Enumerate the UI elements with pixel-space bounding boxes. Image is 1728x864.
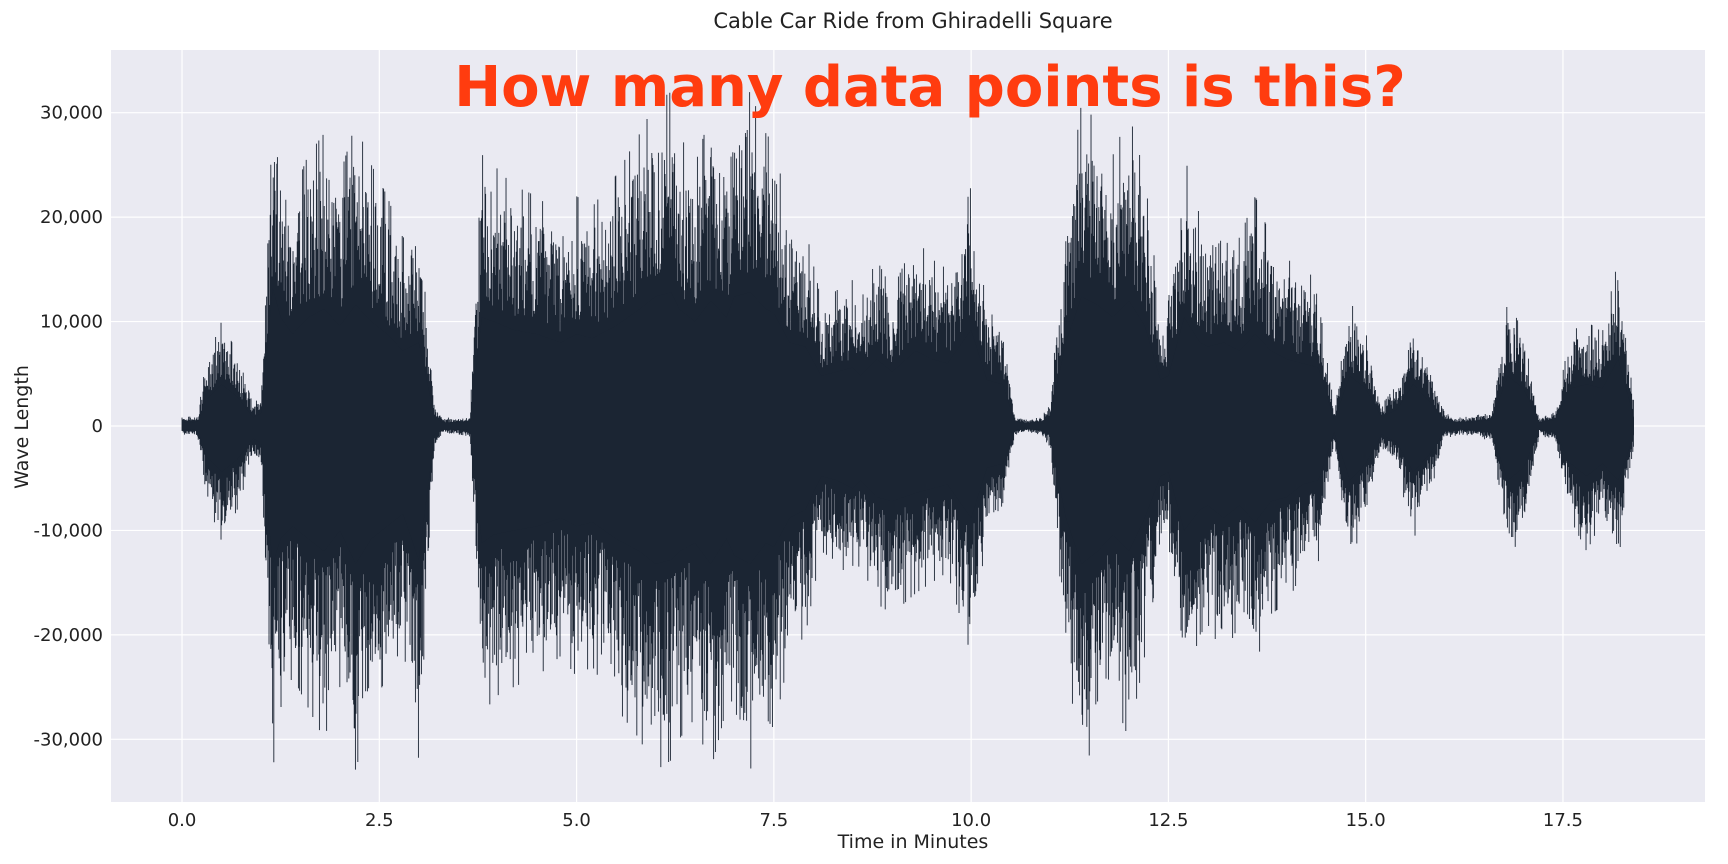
series-layer [181,92,1634,770]
y-ticks: 30,000 20,000 10,000 0 -10,000 -20,000 -30,000 [34,103,103,751]
y-tick-label: -20,000 [34,625,103,646]
y-tick-label: 0 [92,416,103,437]
x-tick-label: 15.0 [1346,810,1386,831]
x-tick-label: 10.0 [951,810,991,831]
x-tick-label: 7.5 [760,810,789,831]
y-axis-label: Wave Length [11,365,33,489]
x-ticks: 0.0 2.5 5.0 7.5 10.0 12.5 15.0 17.5 [168,810,1583,831]
y-tick-label: -30,000 [34,729,103,750]
y-tick-label: 10,000 [40,312,103,333]
x-tick-label: 0.0 [168,810,197,831]
y-tick-label: 30,000 [40,103,103,124]
x-tick-label: 12.5 [1148,810,1188,831]
x-tick-label: 17.5 [1543,810,1583,831]
waveform-series [181,92,1634,770]
x-axis-label: Time in Minutes [837,831,989,853]
grid [111,50,1705,802]
x-tick-label: 5.0 [562,810,591,831]
x-tick-label: 2.5 [365,810,394,831]
y-tick-label: -10,000 [34,520,103,541]
annotation-text: How many data points is this? [454,55,1405,120]
waveform-core [182,288,1634,564]
y-tick-label: 20,000 [40,207,103,228]
chart-title: Cable Car Ride from Ghiradelli Square [713,9,1112,33]
